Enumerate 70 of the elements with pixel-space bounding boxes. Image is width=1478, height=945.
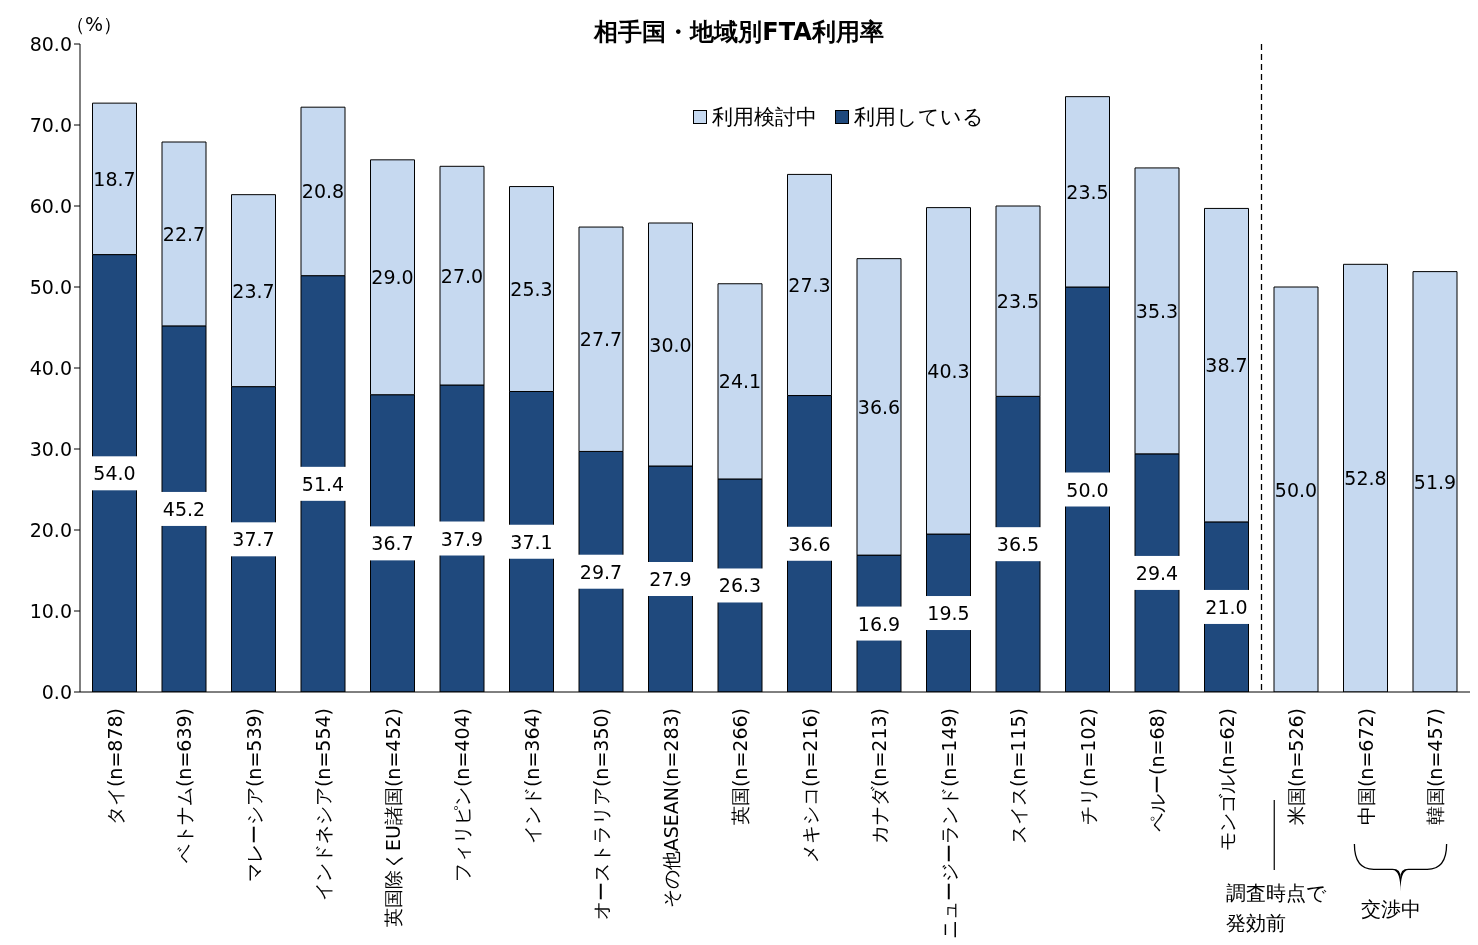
x-tick-label: オーストラリア(n=350) [590, 708, 613, 921]
x-tick-label: 中国(n=672) [1354, 708, 1377, 826]
y-tick-label: 70.0 [29, 113, 72, 136]
x-tick-label: チリ(n=102) [1076, 708, 1099, 826]
y-tick-label: 60.0 [29, 194, 72, 217]
x-tick-label: フィリピン(n=404) [451, 708, 474, 883]
data-label: 38.7 [1205, 354, 1248, 377]
y-tick-label: 50.0 [29, 275, 72, 298]
data-label: 23.7 [232, 279, 275, 302]
legend-label: 利用している [854, 104, 984, 131]
data-label: 19.5 [927, 602, 970, 625]
data-label: 23.5 [996, 290, 1040, 313]
data-label: 27.9 [649, 568, 692, 591]
data-label: 37.7 [232, 528, 275, 551]
data-label: 45.2 [162, 497, 206, 520]
y-tick-label: 10.0 [29, 599, 72, 622]
x-tick-label: カナダ(n=213) [868, 708, 891, 845]
data-label: 25.3 [510, 278, 553, 301]
data-label: 36.6 [857, 395, 901, 418]
data-label: 29.7 [579, 560, 623, 583]
data-label: 35.3 [1135, 299, 1179, 322]
data-label: 26.3 [718, 574, 762, 597]
x-tick-label: ベトナム(n=639) [173, 708, 196, 864]
data-label: 29.0 [371, 266, 414, 289]
x-tick-label: タイ(n=878) [103, 708, 126, 826]
data-label: 50.0 [1274, 478, 1318, 501]
x-tick-label: 英国(n=266) [729, 708, 752, 826]
data-label: 36.5 [996, 533, 1040, 556]
data-label: 36.6 [788, 532, 831, 555]
x-tick-label: ペルー(n=68) [1146, 708, 1169, 832]
data-label: 22.7 [162, 222, 206, 245]
x-tick-label: 英国除くEU諸国(n=452) [381, 708, 404, 927]
data-label: 37.1 [510, 530, 553, 553]
data-label: 30.0 [649, 333, 692, 356]
x-tick-label: スイス(n=115) [1007, 708, 1030, 845]
data-label: 16.9 [857, 612, 901, 635]
y-tick-label: 0.0 [41, 680, 72, 703]
x-tick-label: 韓国(n=457) [1424, 708, 1447, 826]
data-label: 27.0 [440, 264, 484, 287]
data-label: 18.7 [93, 167, 136, 190]
x-tick-label: マレーシア(n=539) [242, 708, 265, 883]
data-label: 52.8 [1344, 467, 1387, 490]
data-label: 50.0 [1066, 478, 1109, 501]
data-label: 51.9 [1413, 470, 1457, 493]
data-label: 36.7 [371, 532, 414, 555]
data-label: 29.4 [1135, 561, 1179, 584]
data-label: 40.3 [927, 359, 970, 382]
x-tick-label: インド(n=364) [520, 708, 543, 845]
y-tick-label: 20.0 [29, 518, 72, 541]
data-label: 20.8 [301, 180, 345, 203]
x-tick-label: モンゴル(n=62) [1215, 708, 1238, 851]
data-label: 27.3 [788, 273, 831, 296]
y-tick-label: 30.0 [29, 437, 72, 460]
legend-label: 利用検討中 [712, 104, 817, 131]
chart-title: 相手国・地域別FTA利用率 [594, 18, 884, 46]
data-label: 54.0 [93, 462, 136, 485]
data-label: 23.5 [1066, 180, 1109, 203]
text: 調査時点で発効前 [1226, 880, 1328, 937]
data-label: 37.9 [440, 527, 484, 550]
text: 交渉中 [1360, 896, 1421, 923]
x-tick-label: インドネシア(n=554) [312, 708, 335, 902]
x-tick-label: その他ASEAN(n=283) [659, 708, 682, 909]
data-label: 24.1 [718, 370, 762, 393]
x-tick-label: ニュージーランド(n=149) [937, 708, 960, 940]
x-tick-label: 米国(n=526) [1285, 708, 1308, 826]
y-tick-label: 40.0 [29, 356, 72, 379]
data-label: 51.4 [301, 472, 345, 495]
data-label: 27.7 [579, 328, 623, 351]
data-label: 21.0 [1205, 595, 1248, 618]
x-tick-label: メキシコ(n=216) [798, 708, 821, 864]
